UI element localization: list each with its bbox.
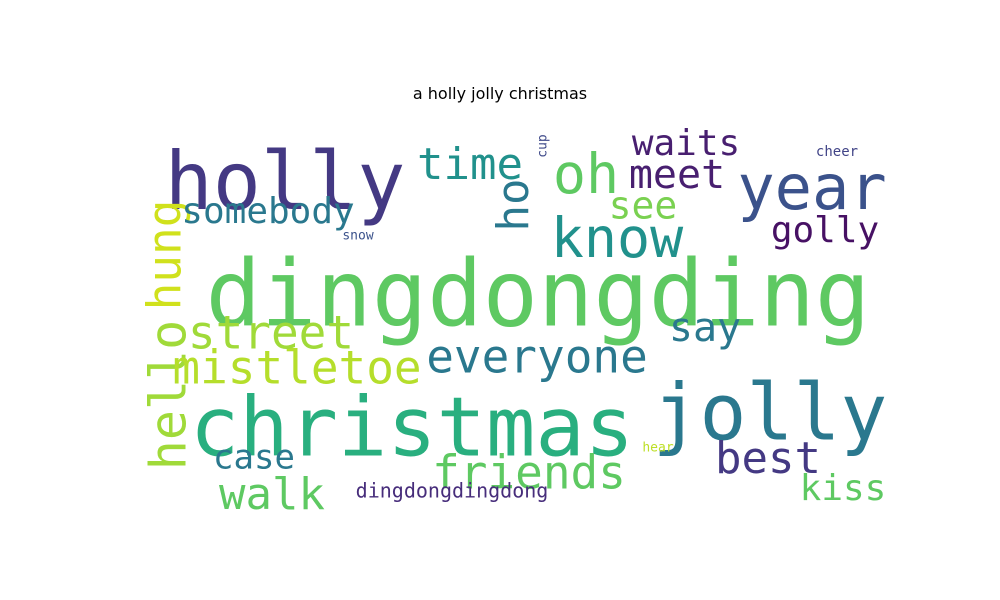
- word-kiss: kiss: [800, 468, 887, 509]
- word-cup: cup: [536, 134, 551, 158]
- word-hello: hello: [140, 320, 198, 471]
- word-christmas: christmas: [190, 380, 634, 475]
- word-cheer: cheer: [816, 144, 858, 160]
- word-see: see: [609, 184, 678, 228]
- word-time: time: [417, 139, 523, 190]
- chart-title: a holly jolly christmas: [412, 84, 588, 103]
- word-holly: holly: [165, 135, 406, 228]
- word-golly: golly: [771, 210, 879, 251]
- word-waits: waits: [632, 123, 740, 164]
- word-meet: meet: [629, 152, 725, 198]
- word-somebody: somebody: [181, 191, 354, 232]
- word-dingdongdingdong: dingdongdingdong: [356, 479, 549, 503]
- word-mistletoe: mistletoe: [172, 341, 421, 395]
- word-hear: hear: [642, 441, 673, 456]
- word-year: year: [737, 151, 886, 224]
- word-case: case: [213, 438, 295, 478]
- word-snow: snow: [342, 229, 373, 244]
- word-say: say: [669, 305, 741, 351]
- word-oh: oh: [553, 142, 619, 206]
- word-friends: friends: [432, 446, 626, 500]
- word-walk: walk: [219, 469, 325, 520]
- word-hung: hung: [138, 200, 192, 311]
- word-everyone: everyone: [426, 330, 648, 384]
- word-dingdongding: dingdongding: [206, 240, 871, 347]
- word-jolly: jolly: [653, 368, 888, 458]
- word-best: best: [715, 433, 821, 484]
- word-ho: ho: [488, 179, 539, 232]
- word-street: street: [188, 306, 354, 360]
- word-know: know: [551, 206, 684, 270]
